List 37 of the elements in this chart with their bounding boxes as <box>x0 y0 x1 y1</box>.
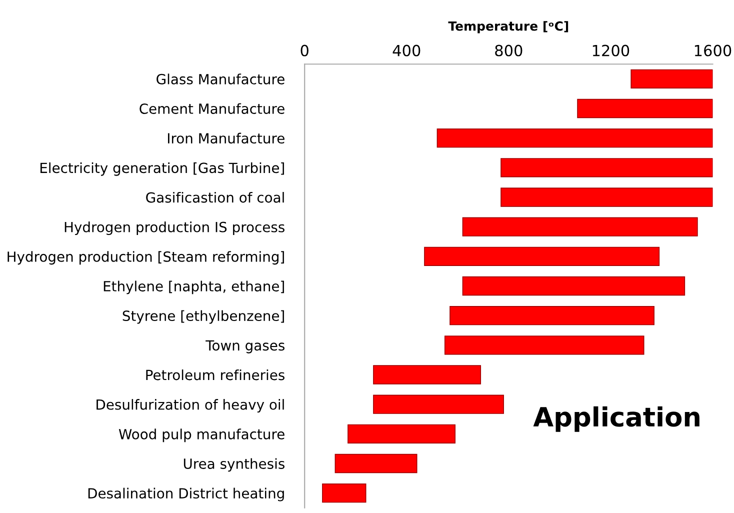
x-tick-label: 1600 <box>694 44 732 56</box>
y-tick-label: Electricity generation [Gas Turbine] <box>40 162 284 176</box>
bar <box>462 276 686 296</box>
bar <box>462 217 698 236</box>
y-tick-label: Cement Manufacture <box>140 103 284 114</box>
bar <box>373 365 482 384</box>
x-tick-label: 400 <box>392 44 420 56</box>
bar <box>500 188 713 207</box>
y-tick-label: Wood pulp manufacture <box>118 428 284 442</box>
bar <box>436 128 713 148</box>
bar <box>444 336 644 355</box>
y-tick-label: Petroleum refineries <box>146 369 284 380</box>
bar <box>450 306 654 326</box>
x-tick-label: 1200 <box>592 44 630 56</box>
x-tick-label: 0 <box>300 44 308 56</box>
bar <box>322 483 366 503</box>
y-tick-label: Gasificastion of coal <box>146 192 284 203</box>
x-tick-label: 800 <box>495 44 522 56</box>
y-tick-label: Desalination District heating <box>88 488 284 502</box>
y-tick-label: Desulfurization of heavy oil <box>96 399 284 412</box>
y-tick-label: Hydrogen production IS process <box>64 222 284 235</box>
bar <box>500 158 713 178</box>
bar <box>630 69 713 89</box>
x-axis-title: Temperature [ᵒC] <box>448 21 568 34</box>
y-tick-label: Town gases <box>206 340 284 354</box>
annotation: Application <box>533 406 700 432</box>
bar <box>348 424 456 444</box>
bar <box>334 454 418 474</box>
bar <box>424 246 660 266</box>
bar <box>577 98 713 118</box>
y-tick-label: Glass Manufacture <box>156 74 284 84</box>
bar <box>373 394 504 414</box>
y-tick-label: Hydrogen production [Steam reforming] <box>8 251 284 265</box>
y-tick-label: Iron Manufacture <box>168 132 284 144</box>
y-tick-label: Urea synthesis <box>184 458 284 472</box>
y-tick-label: Styrene [ethylbenzene] <box>122 310 284 324</box>
y-tick-label: Ethylene [naphta, ethane] <box>104 280 284 294</box>
